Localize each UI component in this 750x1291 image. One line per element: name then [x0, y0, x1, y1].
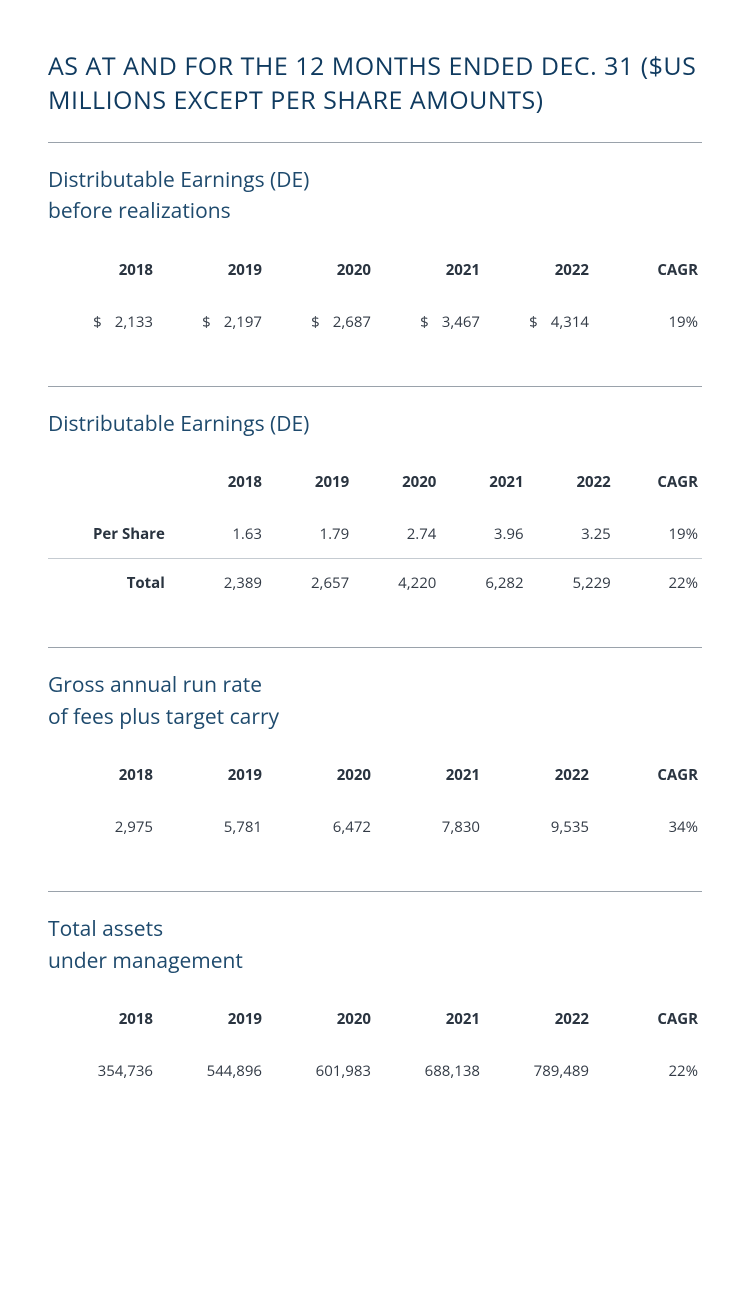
column-header: 2020 — [266, 250, 375, 298]
column-header: 2019 — [157, 250, 266, 298]
section-title: Gross annual run rateof fees plus target… — [48, 670, 702, 733]
divider — [48, 647, 702, 648]
table-cell: 6,282 — [440, 559, 527, 608]
column-header: 2022 — [484, 999, 593, 1047]
data-table: 20182019202020212022CAGRPer Share1.631.7… — [48, 462, 702, 607]
table-cell: 1.63 — [179, 510, 266, 559]
data-table: 20182019202020212022CAGR2,9755,7816,4727… — [48, 755, 702, 851]
table-cell: 688,138 — [375, 1047, 484, 1095]
column-header: 2022 — [484, 755, 593, 803]
table-cell: 1.79 — [266, 510, 353, 559]
table-row: 2,9755,7816,4727,8309,53534% — [48, 803, 702, 851]
data-table: 20182019202020212022CAGR$ 2,133$ 2,197$ … — [48, 250, 702, 346]
table-cell: 354,736 — [48, 1047, 157, 1095]
table-cell: 4,220 — [353, 559, 440, 608]
table-cell: $ 2,687 — [266, 298, 375, 346]
table-cell: 3.96 — [440, 510, 527, 559]
section-title: Distributable Earnings (DE)before realiz… — [48, 165, 702, 228]
column-header: 2018 — [48, 250, 157, 298]
column-header: 2019 — [266, 462, 353, 510]
column-header: 2022 — [484, 250, 593, 298]
table-row: Per Share1.631.792.743.963.2519% — [48, 510, 702, 559]
data-table: 20182019202020212022CAGR354,736544,89660… — [48, 999, 702, 1095]
column-header: 2021 — [375, 999, 484, 1047]
column-header: 2020 — [266, 999, 375, 1047]
column-header: 2021 — [375, 250, 484, 298]
table-cell: $ 3,467 — [375, 298, 484, 346]
column-header: 2019 — [157, 755, 266, 803]
column-header: 2018 — [179, 462, 266, 510]
table-cell: $ 2,133 — [48, 298, 157, 346]
table-cell: 19% — [615, 510, 702, 559]
column-header: 2021 — [375, 755, 484, 803]
row-label-header — [48, 462, 179, 510]
table-cell: 19% — [593, 298, 702, 346]
table-cell: 2,975 — [48, 803, 157, 851]
row-label: Total — [48, 559, 179, 608]
column-header: CAGR — [593, 755, 702, 803]
table-cell: 7,830 — [375, 803, 484, 851]
column-header: CAGR — [593, 999, 702, 1047]
table-cell: 2,657 — [266, 559, 353, 608]
table-cell: 5,781 — [157, 803, 266, 851]
column-header: 2022 — [528, 462, 615, 510]
column-header: 2021 — [440, 462, 527, 510]
column-header: CAGR — [593, 250, 702, 298]
column-header: 2020 — [266, 755, 375, 803]
page-title: AS AT AND FOR THE 12 MONTHS ENDED DEC. 3… — [48, 50, 702, 118]
table-cell: 2,389 — [179, 559, 266, 608]
column-header: CAGR — [615, 462, 702, 510]
divider — [48, 386, 702, 387]
table-row: Total2,3892,6574,2206,2825,22922% — [48, 559, 702, 608]
table-cell: $ 2,197 — [157, 298, 266, 346]
table-cell: 22% — [593, 1047, 702, 1095]
row-label: Per Share — [48, 510, 179, 559]
divider — [48, 891, 702, 892]
table-cell: 2.74 — [353, 510, 440, 559]
table-cell: 5,229 — [528, 559, 615, 608]
table-cell: 22% — [615, 559, 702, 608]
column-header: 2019 — [157, 999, 266, 1047]
table-cell: 601,983 — [266, 1047, 375, 1095]
section-title: Distributable Earnings (DE) — [48, 409, 702, 441]
column-header: 2018 — [48, 755, 157, 803]
divider — [48, 142, 702, 143]
column-header: 2020 — [353, 462, 440, 510]
table-cell: 6,472 — [266, 803, 375, 851]
table-cell: 3.25 — [528, 510, 615, 559]
column-header: 2018 — [48, 999, 157, 1047]
table-cell: 34% — [593, 803, 702, 851]
table-cell: $ 4,314 — [484, 298, 593, 346]
table-cell: 789,489 — [484, 1047, 593, 1095]
table-cell: 544,896 — [157, 1047, 266, 1095]
table-row: 354,736544,896601,983688,138789,48922% — [48, 1047, 702, 1095]
section-title: Total assetsunder management — [48, 914, 702, 977]
table-cell: 9,535 — [484, 803, 593, 851]
table-row: $ 2,133$ 2,197$ 2,687$ 3,467$ 4,31419% — [48, 298, 702, 346]
